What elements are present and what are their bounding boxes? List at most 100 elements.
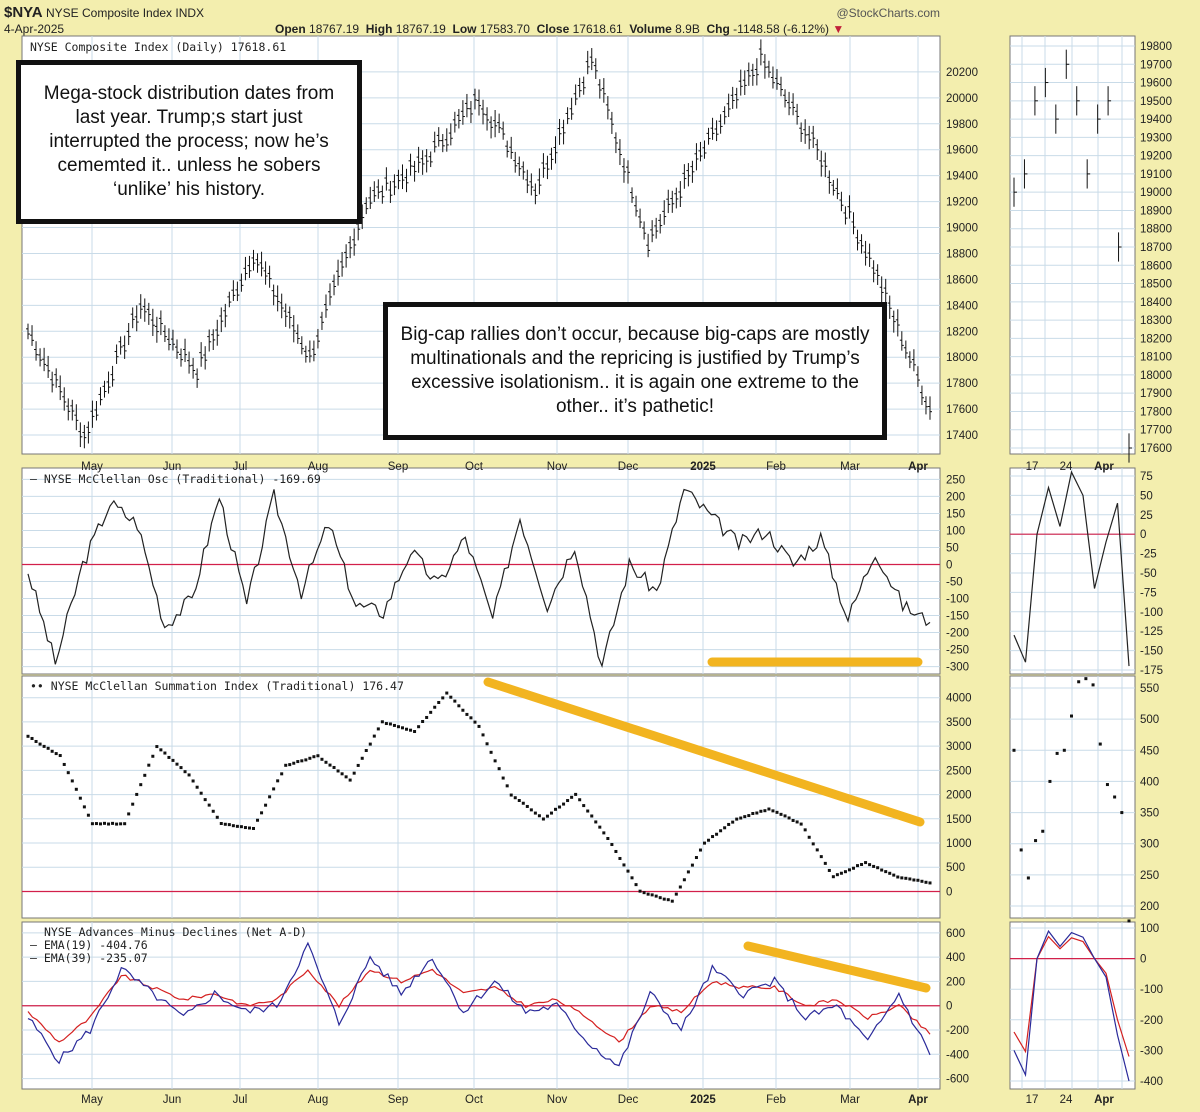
sum-dot-139	[586, 809, 590, 813]
sum-dot-124	[525, 804, 529, 808]
chg-value: -1148.58 (-6.12%)	[733, 22, 830, 36]
y-tick-label-0-12: 19800	[946, 119, 978, 131]
inset-y-tick-label-0-22: 19800	[1140, 41, 1172, 53]
inset-y-tick-label-1-1: -150	[1140, 646, 1163, 658]
inset-month-label-0-0: 17	[1026, 461, 1039, 473]
y-tick-label-0-3: 18000	[946, 352, 978, 364]
sum-dot-175	[731, 820, 735, 824]
sum-dot-118	[501, 776, 505, 780]
sum-dot-34	[163, 751, 167, 755]
sum-dot-43	[199, 791, 203, 795]
inset-y-tick-label-0-1: 17700	[1140, 425, 1172, 437]
sum-dot-177	[739, 816, 743, 820]
sum-dot-221	[916, 878, 920, 882]
sum-dot-116	[493, 759, 497, 763]
ad-highlight-line	[743, 941, 931, 993]
y-tick-label-0-11: 19600	[946, 145, 978, 157]
inset-y-tick-label-3-0: -400	[1140, 1076, 1163, 1088]
source-credit: @StockCharts.com	[836, 6, 940, 20]
sum-dot-31	[151, 754, 155, 758]
sum-dot-222	[920, 879, 924, 883]
y-tick-label-1-5: -50	[946, 577, 963, 589]
sum-dot-22	[115, 822, 119, 826]
inset-y-tick-label-0-19: 19500	[1140, 96, 1172, 108]
inset-y-tick-label-0-5: 18100	[1140, 352, 1172, 364]
sum-dot-145	[610, 843, 614, 847]
sum-dot-71	[312, 755, 316, 759]
low-label: Low	[452, 22, 477, 36]
inset-y-tick-label-1-10: 75	[1140, 471, 1153, 483]
inset-sum-dot-1	[1019, 848, 1023, 852]
osc-line	[27, 488, 931, 669]
sum-dot-73	[320, 757, 324, 761]
sum-dot-160	[670, 899, 674, 903]
sum-dot-49	[223, 822, 227, 826]
sum-dot-126	[533, 811, 537, 815]
sum-dot-80	[348, 778, 352, 782]
sum-dot-208	[864, 861, 868, 865]
inset-y-tick-label-2-3: 350	[1140, 808, 1159, 820]
inset-y-tick-label-3-3: -100	[1140, 984, 1163, 996]
sum-dot-109	[465, 712, 469, 716]
sum-dot-82	[356, 763, 360, 767]
inset-y-tick-label-2-5: 450	[1140, 745, 1159, 757]
month-label-0-1: Jun	[163, 461, 182, 473]
month-label-0-11: Apr	[908, 461, 928, 473]
sum-dot-115	[489, 750, 493, 754]
sum-dot-29	[143, 773, 147, 777]
sum-dot-153	[642, 891, 646, 895]
sum-dot-123	[521, 801, 525, 805]
sum-dot-6	[50, 749, 54, 753]
sum-dot-133	[562, 802, 566, 806]
y-tick-label-0-2: 17800	[946, 378, 978, 390]
sum-dot-46	[211, 809, 215, 813]
inset-sum-dot-11	[1091, 683, 1095, 687]
sum-dot-211	[876, 866, 880, 870]
sum-dot-94	[405, 727, 409, 731]
sum-dot-7	[54, 752, 58, 756]
inset-y-tick-label-2-2: 300	[1140, 839, 1159, 851]
y-tick-label-0-9: 19200	[946, 197, 978, 209]
sum-dot-143	[602, 831, 606, 835]
inset-y-tick-label-3-4: 0	[1140, 954, 1146, 966]
inset-y-tick-label-1-3: -100	[1140, 607, 1163, 619]
sum-dot-63	[280, 772, 284, 776]
sum-dot-96	[413, 730, 417, 734]
sum-dot-192	[799, 822, 803, 826]
y-tick-label-3-0: -600	[946, 1074, 969, 1086]
inset-sum-dot-12	[1098, 742, 1102, 746]
inset-y-tick-label-0-8: 18400	[1140, 297, 1172, 309]
legend-ema39: — EMA(39) -235.07	[30, 951, 148, 965]
sum-dot-137	[578, 798, 582, 802]
main-panel-1	[21, 467, 941, 675]
sum-dot-12	[74, 787, 78, 791]
inset-y-tick-label-0-3: 17900	[1140, 388, 1172, 400]
sum-dot-55	[247, 826, 251, 830]
y-tick-label-3-2: -200	[946, 1025, 969, 1037]
sum-dot-152	[638, 889, 642, 893]
sum-dot-179	[747, 814, 751, 818]
inset-sum-dot-10	[1084, 677, 1088, 681]
month-label-0-3: Aug	[308, 461, 328, 473]
sum-dot-108	[461, 708, 465, 712]
sum-dot-105	[449, 695, 453, 699]
inset-month-label-1-2: Apr	[1094, 1094, 1114, 1106]
inset-sum-dot-7	[1062, 748, 1066, 752]
sum-dot-99	[425, 715, 429, 719]
inset-y-tick-label-0-21: 19700	[1140, 59, 1172, 71]
inset-y-tick-label-1-4: -75	[1140, 587, 1157, 599]
sum-dot-58	[260, 811, 264, 815]
open-label: Open	[275, 22, 306, 36]
inset-y-tick-label-2-4: 400	[1140, 776, 1159, 788]
chart-date: 4-Apr-2025	[4, 22, 65, 36]
sum-dot-223	[924, 880, 928, 884]
down-arrow-icon: ▼	[832, 22, 845, 36]
sum-dot-45	[207, 803, 211, 807]
sum-dot-204	[847, 868, 851, 872]
inset-sum-dot-9	[1077, 680, 1081, 684]
sum-highlight-line	[483, 677, 925, 827]
y-tick-label-2-3: 1500	[946, 814, 972, 826]
sum-dot-127	[537, 814, 541, 818]
y-tick-label-3-4: 200	[946, 976, 965, 988]
price-bars	[26, 39, 932, 449]
